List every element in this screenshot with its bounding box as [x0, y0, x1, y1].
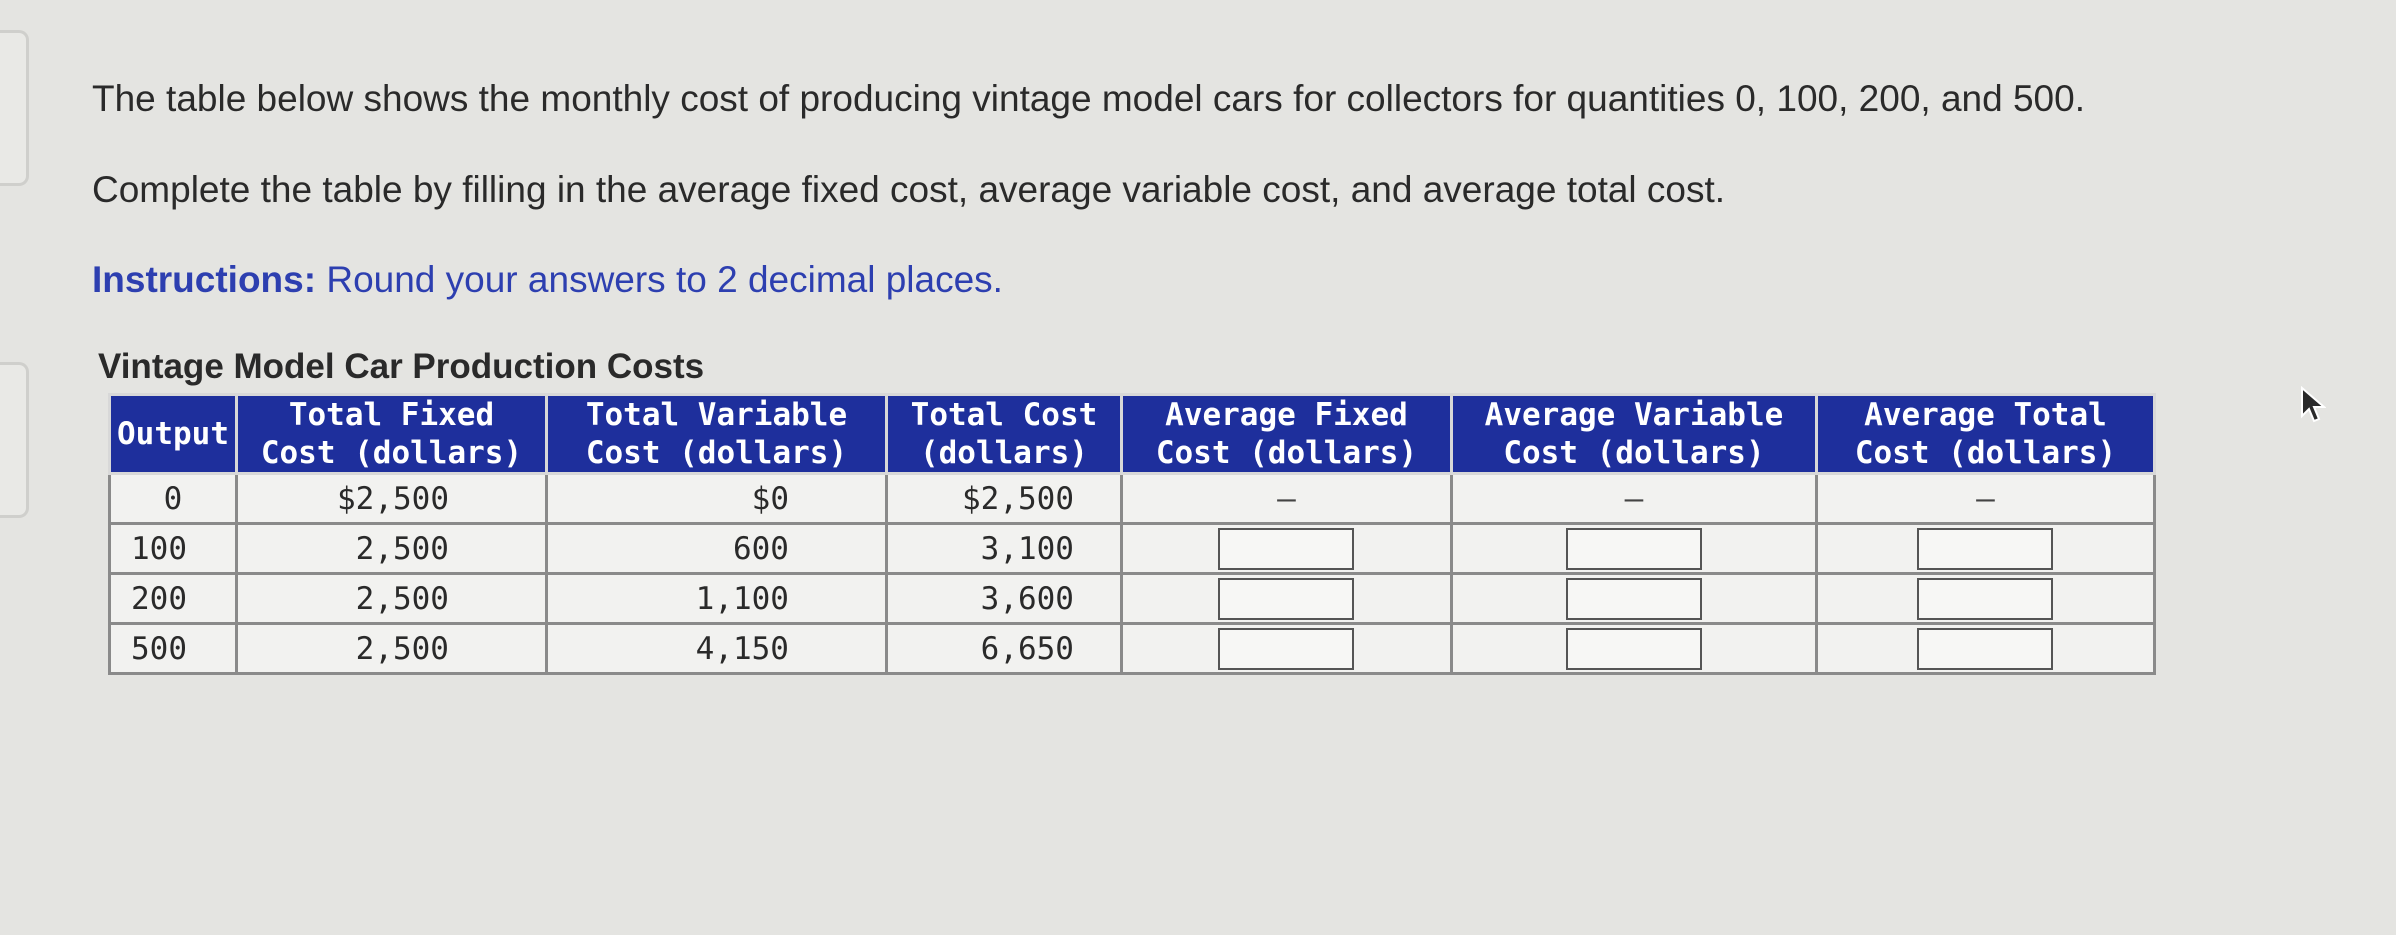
- table-caption: Vintage Model Car Production Costs: [98, 347, 705, 386]
- atc-input-100[interactable]: [1917, 527, 2054, 570]
- cell-average-variable-cost: [1449, 622, 1818, 675]
- instructions-text: Round your answers to 2 decimal places.: [316, 259, 1003, 300]
- cell-average-fixed-cost: [1119, 522, 1453, 575]
- side-tab-top[interactable]: [0, 30, 29, 186]
- cell-output: 0: [108, 472, 238, 525]
- avc-input-100[interactable]: [1565, 527, 1702, 570]
- cell-average-total-cost: [1814, 622, 2157, 675]
- production-cost-table: Output Total Fixed Cost (dollars) Total …: [108, 393, 2157, 675]
- cell-total-variable-cost: 600: [544, 522, 888, 575]
- cell-total-variable-cost: 1,100: [544, 572, 888, 625]
- cell-total-variable-cost: 4,150: [544, 622, 888, 675]
- cell-total-fixed-cost: 2,500: [234, 622, 548, 675]
- cell-average-fixed-cost: –: [1119, 472, 1453, 525]
- header-average-variable-cost: Average Variable Cost (dollars): [1449, 393, 1818, 475]
- cell-total-cost: 3,100: [884, 522, 1123, 575]
- avc-input-200[interactable]: [1565, 577, 1702, 620]
- side-tab-bottom[interactable]: [0, 362, 29, 518]
- cell-output: 100: [108, 522, 238, 575]
- cell-total-fixed-cost: $2,500: [234, 472, 548, 525]
- header-total-fixed-cost: Total Fixed Cost (dollars): [234, 393, 548, 475]
- atc-input-500[interactable]: [1917, 627, 2054, 670]
- cell-total-cost: 3,600: [884, 572, 1123, 625]
- cell-average-variable-cost: [1449, 572, 1818, 625]
- cell-total-fixed-cost: 2,500: [234, 522, 548, 575]
- cell-total-fixed-cost: 2,500: [234, 572, 548, 625]
- cell-average-fixed-cost: [1119, 622, 1453, 675]
- question-instructions: Instructions: Round your answers to 2 de…: [92, 258, 1003, 302]
- table-header-row: Output Total Fixed Cost (dollars) Total …: [108, 393, 2157, 475]
- mouse-pointer-icon: [2301, 386, 2326, 423]
- cell-total-variable-cost: $0: [544, 472, 888, 525]
- afc-input-500[interactable]: [1218, 627, 1355, 670]
- cell-average-total-cost: [1814, 522, 2157, 575]
- cell-average-fixed-cost: [1119, 572, 1453, 625]
- question-task: Complete the table by filling in the ave…: [92, 169, 1726, 210]
- header-average-total-cost: Average Total Cost (dollars): [1814, 393, 2157, 475]
- afc-input-200[interactable]: [1218, 577, 1355, 620]
- cell-total-cost: 6,650: [884, 622, 1123, 675]
- table-row: 0 $2,500 $0 $2,500 – – –: [108, 472, 2157, 525]
- header-average-fixed-cost: Average Fixed Cost (dollars): [1119, 393, 1453, 475]
- header-output: Output: [108, 393, 238, 475]
- question-intro: The table below shows the monthly cost o…: [92, 78, 2085, 119]
- cell-average-variable-cost: [1449, 522, 1818, 575]
- header-total-cost: Total Cost (dollars): [884, 393, 1123, 475]
- afc-input-100[interactable]: [1218, 527, 1355, 570]
- cell-output: 200: [108, 572, 238, 625]
- atc-input-200[interactable]: [1917, 577, 2054, 620]
- table-row: 200 2,500 1,100 3,600: [108, 572, 2157, 625]
- cell-average-total-cost: [1814, 572, 2157, 625]
- cell-total-cost: $2,500: [884, 472, 1123, 525]
- cell-average-variable-cost: –: [1449, 472, 1818, 525]
- cell-output: 500: [108, 622, 238, 675]
- instructions-label: Instructions:: [92, 259, 317, 300]
- cell-average-total-cost: –: [1814, 472, 2157, 525]
- header-total-variable-cost: Total Variable Cost (dollars): [544, 393, 888, 475]
- avc-input-500[interactable]: [1565, 627, 1702, 670]
- table-row: 500 2,500 4,150 6,650: [108, 622, 2157, 675]
- table-row: 100 2,500 600 3,100: [108, 522, 2157, 575]
